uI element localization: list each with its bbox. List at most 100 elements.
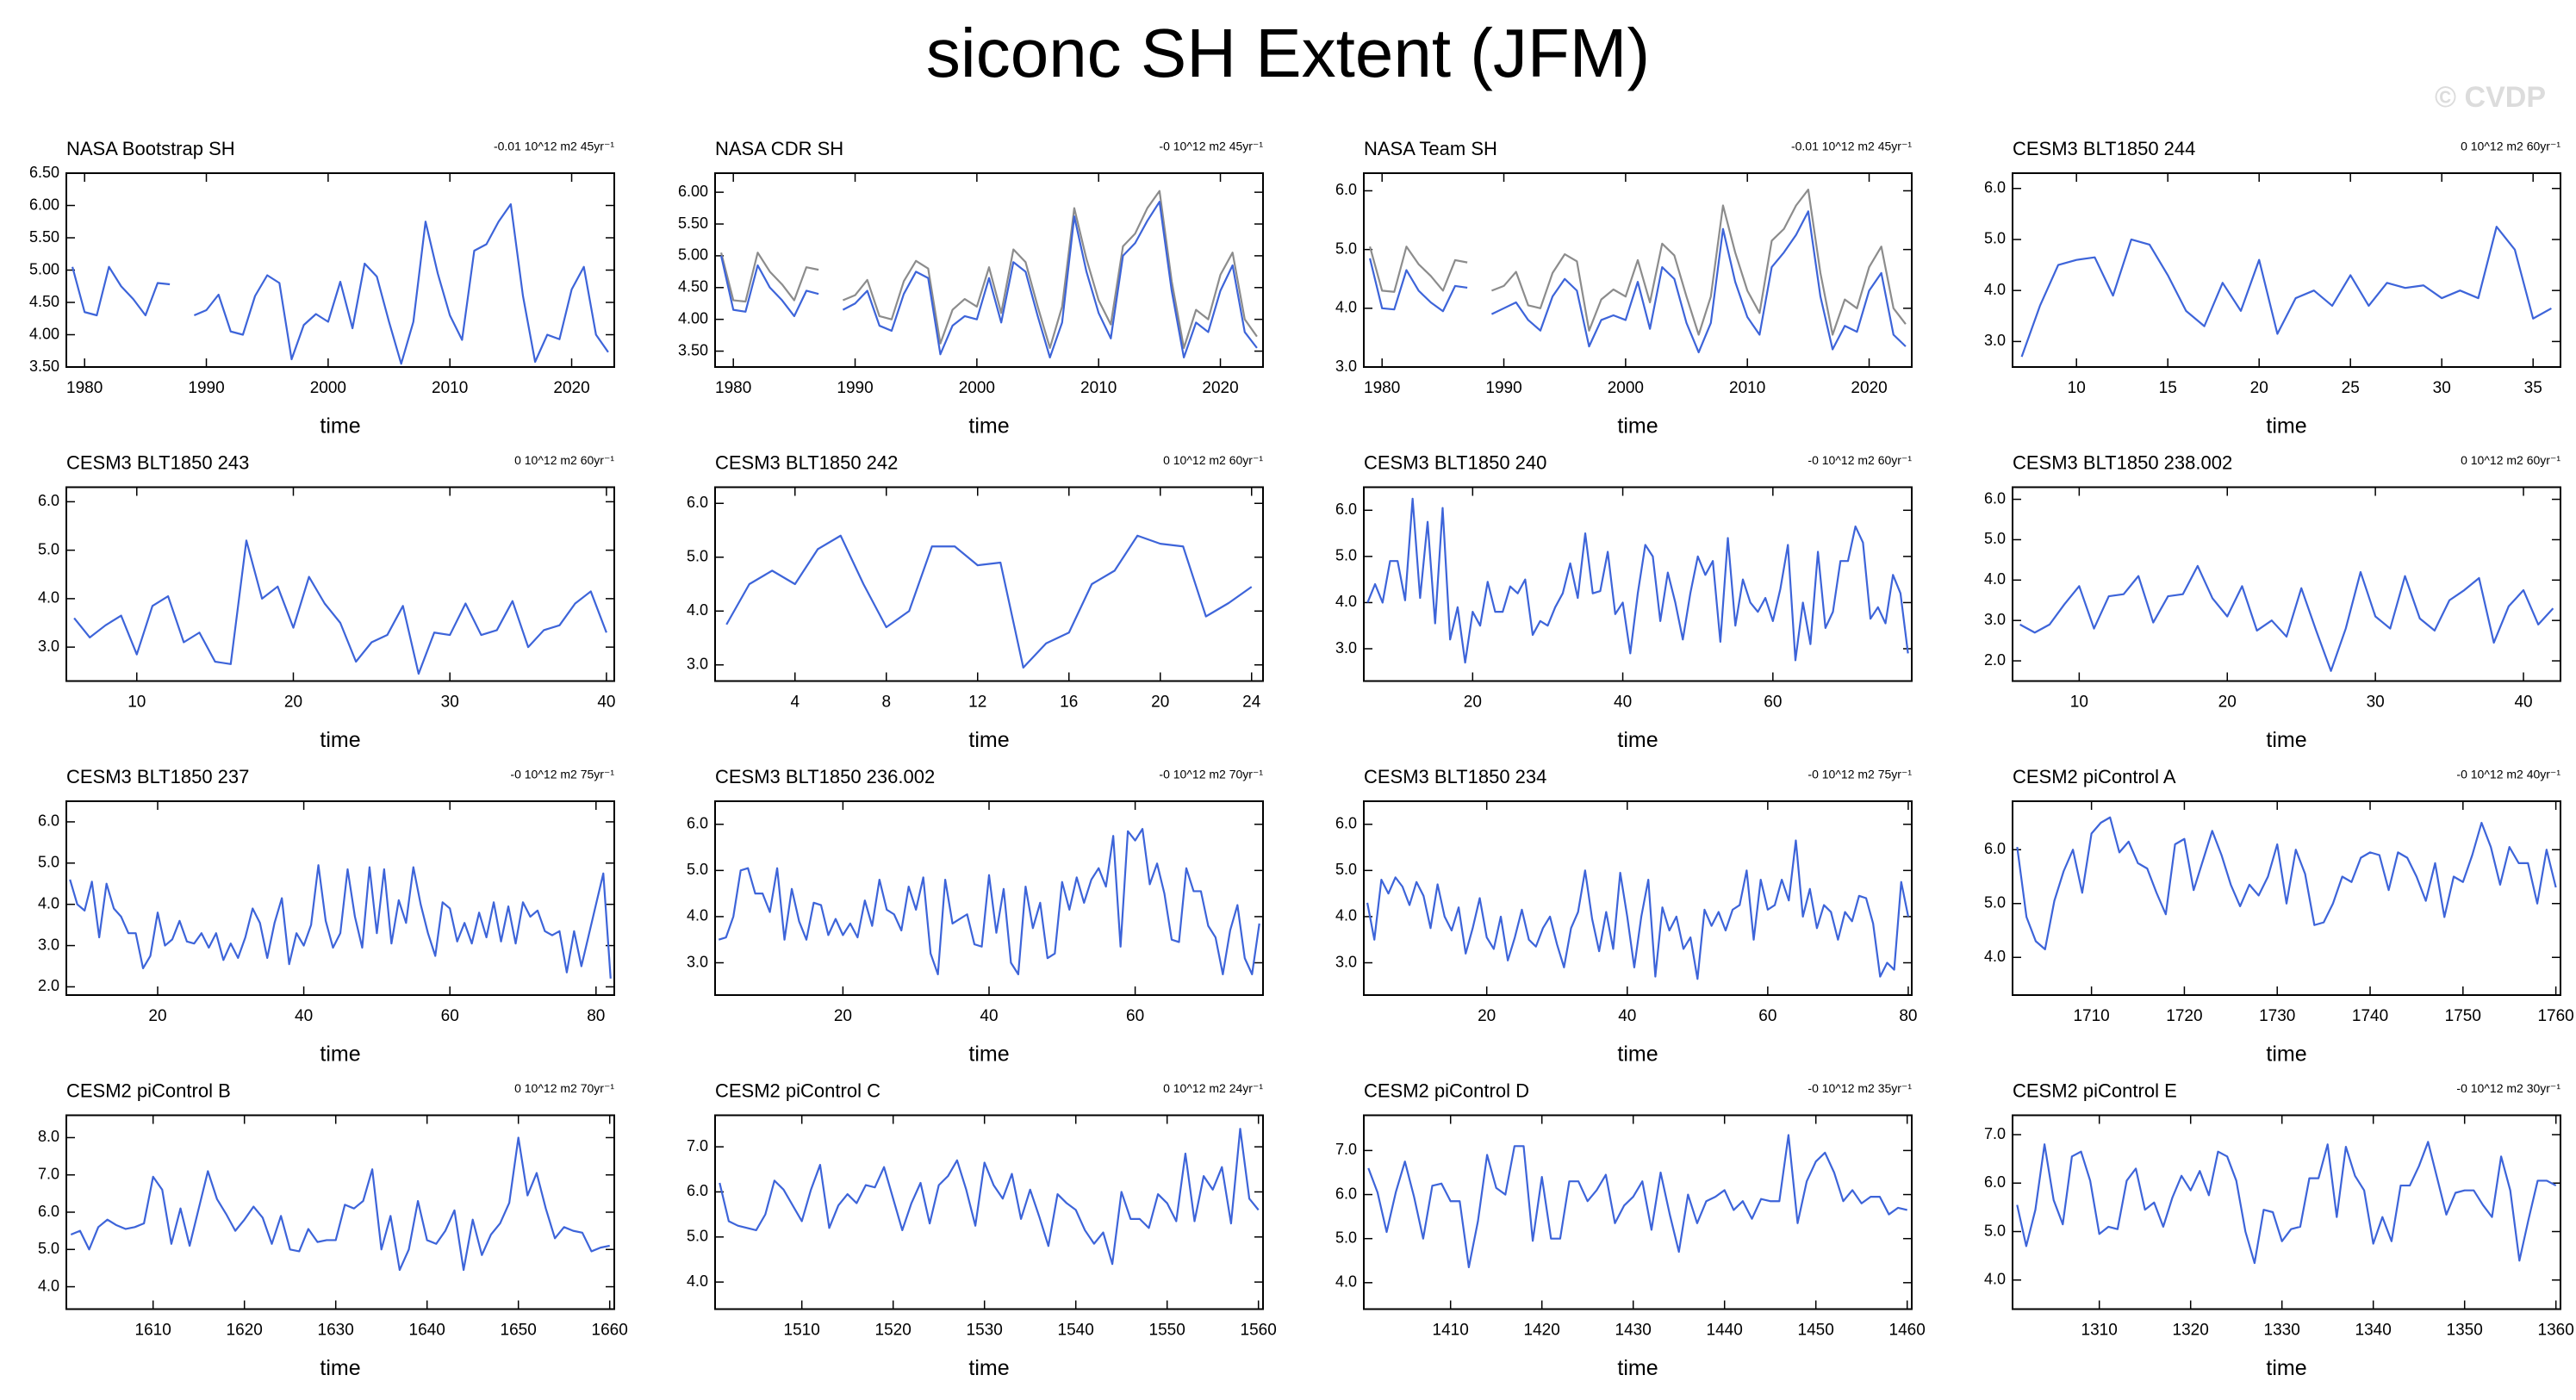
y-tick-label: 5.0: [1984, 894, 2006, 912]
panel-title: CESM2 piControl C: [715, 1080, 880, 1101]
y-tick-label: 8.0: [38, 1128, 59, 1145]
x-tick-label: 10: [2068, 379, 2086, 397]
x-tick-label: 1310: [2081, 1322, 2118, 1340]
panel-title: CESM3 BLT1850 236.002: [715, 766, 935, 787]
watermark: © CVDP: [2435, 81, 2546, 114]
y-tick-label: 4.0: [1984, 948, 2006, 965]
y-tick-label: 4.0: [687, 601, 708, 619]
trend-annotation: 0 10^12 m2 60yr⁻¹: [1163, 453, 1263, 467]
x-tick-label: 24: [1242, 694, 1261, 712]
y-tick-label: 5.0: [1335, 861, 1357, 878]
x-tick-label: 1360: [2538, 1322, 2574, 1340]
trend-annotation: -0.01 10^12 m2 45yr⁻¹: [1791, 140, 1912, 153]
plot-frame: [1363, 172, 1913, 368]
x-tick-label: 12: [968, 694, 986, 712]
y-tick-label: 5.0: [1335, 240, 1357, 257]
x-tick-label: 1450: [1798, 1322, 1834, 1340]
y-tick-label: 5.50: [29, 228, 59, 246]
y-tick-label: 6.0: [1335, 501, 1357, 518]
trend-annotation: -0 10^12 m2 30yr⁻¹: [2456, 1081, 2560, 1095]
x-tick-label: 1710: [2073, 1007, 2109, 1025]
plot-frame: [714, 1114, 1264, 1310]
plot-frame: [2012, 486, 2561, 682]
x-tick-label: 20: [2250, 379, 2268, 397]
series-line: [2016, 816, 2557, 950]
x-tick-label: 2000: [1608, 379, 1644, 397]
y-tick-label: 3.0: [38, 936, 59, 953]
plot-frame: [714, 486, 1264, 682]
y-tick-label: 3.50: [29, 358, 59, 375]
trend-annotation: -0 10^12 m2 40yr⁻¹: [2456, 768, 2560, 781]
series-line: [72, 202, 609, 365]
x-axis-label: time: [2266, 414, 2306, 439]
y-tick-label: 5.0: [38, 854, 59, 871]
y-tick-label: 6.0: [38, 492, 59, 509]
y-tick-label: 3.0: [687, 656, 708, 673]
series-line: [1367, 1134, 1907, 1269]
series-line: [2016, 1141, 2557, 1265]
y-tick-label: 6.50: [29, 164, 59, 181]
y-tick-label: 6.0: [1335, 815, 1357, 832]
x-tick-label: 2010: [1729, 379, 1765, 397]
x-tick-label: 1990: [188, 379, 224, 397]
x-tick-label: 4: [790, 694, 800, 712]
trend-annotation: -0 10^12 m2 35yr⁻¹: [1808, 1081, 1912, 1095]
x-tick-label: 1980: [66, 379, 103, 397]
panel-title: CESM2 piControl D: [1364, 1080, 1529, 1101]
series-line: [73, 539, 607, 675]
panel-title: CESM3 BLT1850 242: [715, 451, 898, 473]
y-tick-label: 4.00: [29, 325, 59, 342]
x-axis-label: time: [1617, 1356, 1658, 1380]
y-tick-label: 4.50: [678, 278, 708, 296]
panel-title: CESM2 piControl B: [66, 1080, 231, 1101]
x-tick-label: 25: [2342, 379, 2360, 397]
x-tick-label: 1340: [2355, 1322, 2392, 1340]
x-tick-label: 1550: [1149, 1322, 1185, 1340]
x-tick-label: 80: [1899, 1007, 1917, 1025]
trend-annotation: -0 10^12 m2 75yr⁻¹: [1808, 768, 1912, 781]
x-tick-label: 1410: [1433, 1322, 1469, 1340]
y-tick-label: 5.0: [1984, 230, 2006, 247]
series-line: [720, 190, 1258, 349]
x-tick-label: 2010: [432, 379, 468, 397]
y-tick-label: 4.0: [687, 1272, 708, 1290]
y-tick-label: 4.0: [38, 894, 59, 912]
y-tick-label: 5.0: [1335, 1229, 1357, 1246]
trend-annotation: -0.01 10^12 m2 45yr⁻¹: [494, 140, 614, 153]
x-tick-label: 8: [881, 694, 891, 712]
x-tick-label: 1540: [1058, 1322, 1094, 1340]
plot-frame: [714, 172, 1264, 368]
x-tick-label: 15: [2159, 379, 2177, 397]
plot-frame: [65, 1114, 615, 1310]
y-tick-label: 6.00: [678, 183, 708, 200]
x-tick-label: 1610: [135, 1322, 171, 1340]
y-tick-label: 5.0: [38, 540, 59, 557]
x-tick-label: 2020: [1851, 379, 1887, 397]
panel-title: CESM3 BLT1850 237: [66, 766, 249, 787]
y-tick-label: 7.0: [1984, 1125, 2006, 1142]
x-tick-label: 1430: [1615, 1322, 1652, 1340]
x-tick-label: 1330: [2264, 1322, 2300, 1340]
x-tick-label: 1740: [2352, 1007, 2388, 1025]
x-tick-label: 60: [1126, 1007, 1144, 1025]
x-tick-label: 60: [1764, 694, 1782, 712]
y-tick-label: 4.0: [1984, 570, 2006, 588]
trend-annotation: -0 10^12 m2 45yr⁻¹: [1159, 140, 1263, 153]
y-tick-label: 6.0: [1335, 1185, 1357, 1202]
y-tick-label: 4.00: [678, 309, 708, 327]
x-axis-label: time: [1617, 1042, 1658, 1067]
trend-annotation: 0 10^12 m2 60yr⁻¹: [2461, 453, 2560, 467]
y-tick-label: 3.0: [1335, 358, 1357, 375]
plot-frame: [1363, 486, 1913, 682]
x-tick-label: 1990: [1485, 379, 1521, 397]
plot-frame: [2012, 172, 2561, 368]
x-axis-label: time: [2266, 1356, 2306, 1380]
series-line: [725, 534, 1253, 669]
y-tick-label: 4.0: [1335, 907, 1357, 924]
y-tick-label: 5.0: [687, 861, 708, 878]
x-axis-label: time: [2266, 728, 2306, 752]
x-axis-label: time: [968, 728, 1009, 752]
x-tick-label: 1560: [1241, 1322, 1277, 1340]
x-axis-label: time: [2266, 1042, 2306, 1067]
